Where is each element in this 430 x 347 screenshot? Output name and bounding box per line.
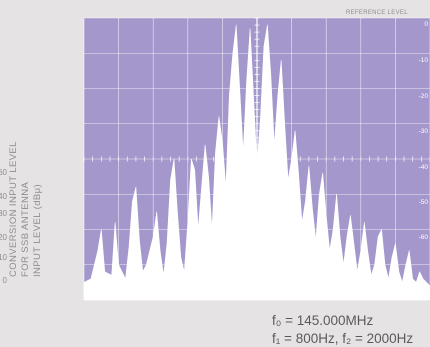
y-right-tick-label: -30 <box>419 128 429 135</box>
y-left-tick-label: 30 <box>0 209 8 218</box>
annotation-f0: f₀ = 145.000MHz <box>272 313 374 328</box>
y-right-tick-label: -40 <box>419 164 429 171</box>
y-right-tick-label: -60 <box>419 234 429 241</box>
annotation-f1-f2: f₁ = 800Hz, f₂ = 2000Hz <box>272 331 413 346</box>
y-axis-label-line-1: CONVERSION INPUT LEVEL <box>8 141 19 277</box>
y-axis-label-line-3: INPUT LEVEL (dBμ) <box>32 184 43 277</box>
spectrum-trace-0 <box>83 24 430 301</box>
y-left-tick-label: 10 <box>0 253 8 262</box>
y-axis-label-line-2: FOR SSB ANTENNA <box>20 182 31 277</box>
center-frequency-label: FREQUENCY <box>240 284 275 290</box>
y-left-tick-label: 40 <box>0 192 8 201</box>
y-right-tick-label: -50 <box>419 199 429 206</box>
y-left-tick-label: 20 <box>0 233 8 242</box>
right-axis-title: REFERENCE LEVEL <box>346 10 408 16</box>
y-left-tick-label: 60 <box>0 168 8 177</box>
spectrum-trace-layer <box>83 24 430 301</box>
y-right-tick-label: -20 <box>419 93 429 100</box>
y-right-tick-label: 0 <box>424 21 428 28</box>
center-frequency-label: CENTER <box>246 277 269 283</box>
axis-ticks: 60 40 30 20 10 0 0 -10 -20 -30 -40 -50 -60 <box>0 21 428 285</box>
y-left-tick-label: 0 <box>3 276 8 285</box>
y-right-tick-label: -10 <box>419 57 429 64</box>
